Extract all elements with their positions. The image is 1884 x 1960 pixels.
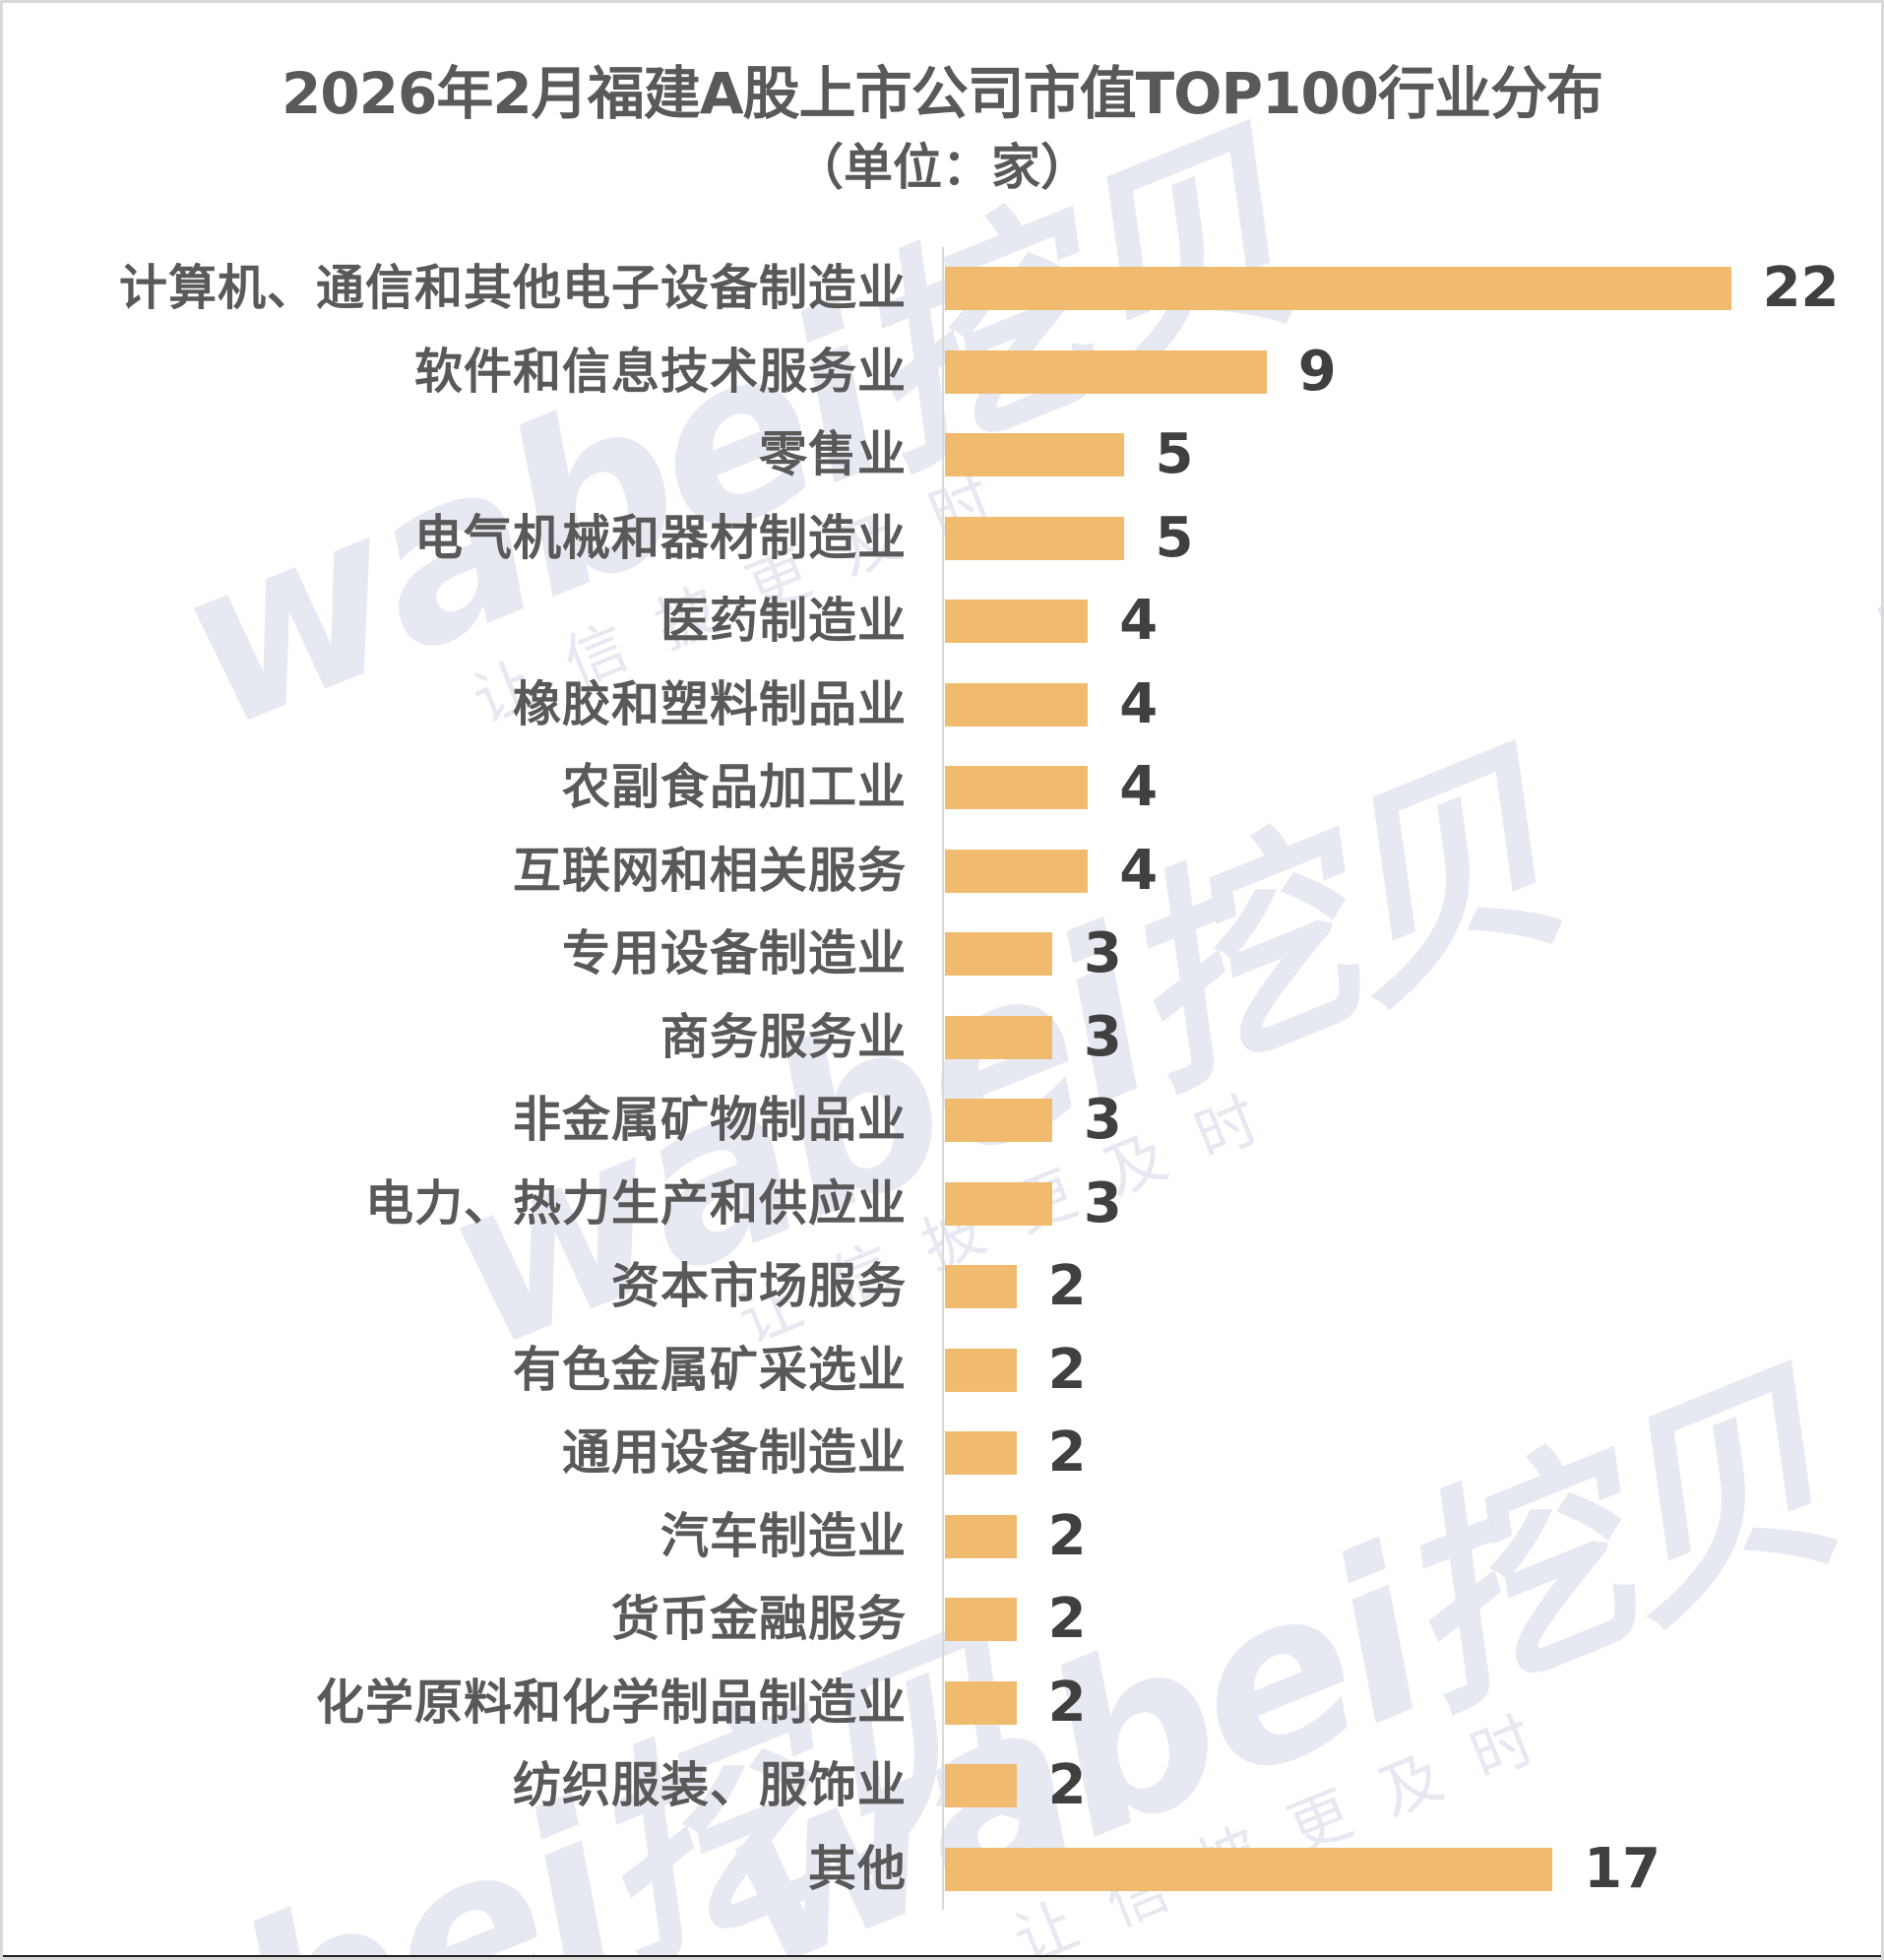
value-label: 4 <box>1119 755 1159 819</box>
category-label: 通用设备制造业 <box>561 1424 907 1481</box>
bar <box>945 766 1089 809</box>
bar-row: 汽车制造业 2 <box>3 1506 1881 1565</box>
value-label: 2 <box>1047 1753 1087 1817</box>
bar <box>945 600 1089 643</box>
bar <box>945 1514 1017 1558</box>
bar-row: 互联网和相关服务 4 <box>3 841 1881 900</box>
category-label: 软件和信息技术服务业 <box>413 343 907 400</box>
bar-row: 化学原料和化学制品制造业 2 <box>3 1673 1881 1732</box>
category-axis-line <box>942 247 944 1910</box>
category-label: 货币金融服务 <box>610 1591 907 1647</box>
category-label: 橡胶和塑料制品业 <box>512 675 907 732</box>
bar <box>945 1680 1017 1725</box>
category-label: 纺织服装、服饰业 <box>512 1757 907 1813</box>
bar-row: 纺织服装、服饰业 2 <box>3 1756 1881 1815</box>
value-label: 5 <box>1155 422 1194 486</box>
value-label: 2 <box>1047 1670 1087 1735</box>
bar <box>945 849 1089 893</box>
category-label: 商务服务业 <box>659 1008 907 1065</box>
bar-row: 商务服务业 3 <box>3 1007 1881 1066</box>
bar <box>945 516 1124 560</box>
bar-row: 电气机械和器材制造业 5 <box>3 508 1881 567</box>
value-label: 17 <box>1584 1836 1662 1901</box>
bar-row: 专用设备制造业 3 <box>3 924 1881 983</box>
value-label: 2 <box>1047 1254 1087 1318</box>
category-label: 资本市场服务 <box>610 1258 907 1314</box>
value-label: 4 <box>1119 838 1159 903</box>
value-label: 3 <box>1083 1170 1122 1235</box>
bar <box>945 433 1124 476</box>
value-label: 3 <box>1083 1004 1122 1069</box>
bar-row: 软件和信息技术服务业 9 <box>3 342 1881 401</box>
bar <box>945 1099 1052 1142</box>
value-label: 3 <box>1083 921 1122 985</box>
value-label: 5 <box>1155 505 1194 570</box>
bar <box>945 349 1267 394</box>
bar <box>945 1181 1052 1226</box>
bar <box>945 267 1731 310</box>
value-label: 22 <box>1762 256 1840 320</box>
category-label: 其他 <box>807 1840 907 1897</box>
category-label: 农副食品加工业 <box>561 759 907 815</box>
bar-row: 计算机、通信和其他电子设备制造业 22 <box>3 259 1881 318</box>
category-label: 化学原料和化学制品制造业 <box>315 1674 907 1731</box>
category-label: 汽车制造业 <box>659 1507 907 1564</box>
bar-row: 农副食品加工业 4 <box>3 758 1881 817</box>
bar <box>945 682 1089 727</box>
bar-row: 货币金融服务 2 <box>3 1590 1881 1649</box>
bottom-edge <box>3 1955 1881 1957</box>
bar <box>945 1764 1017 1807</box>
value-label: 4 <box>1119 589 1159 653</box>
bar-row: 电力、热力生产和供应业 3 <box>3 1173 1881 1233</box>
category-label: 专用设备制造业 <box>561 925 907 981</box>
value-label: 9 <box>1297 339 1337 404</box>
bar <box>945 1348 1017 1392</box>
value-label: 4 <box>1119 671 1159 736</box>
category-label: 互联网和相关服务 <box>512 842 907 899</box>
bar <box>945 1431 1017 1475</box>
bar <box>945 1847 1553 1891</box>
bar-row: 通用设备制造业 2 <box>3 1423 1881 1483</box>
value-label: 3 <box>1083 1088 1122 1152</box>
bar <box>945 932 1052 976</box>
category-label: 计算机、通信和其他电子设备制造业 <box>118 260 907 316</box>
chart-title: 2026年2月福建A股上市公司市值TOP100行业分布 <box>281 60 1603 127</box>
bar-row: 医药制造业 4 <box>3 592 1881 651</box>
bar-row: 零售业 5 <box>3 425 1881 484</box>
value-label: 2 <box>1047 1587 1087 1651</box>
bar <box>945 1598 1017 1641</box>
value-label: 2 <box>1047 1503 1087 1568</box>
bar-row: 非金属矿物制品业 3 <box>3 1091 1881 1150</box>
bar-row: 有色金属矿采选业 2 <box>3 1340 1881 1399</box>
category-label: 非金属矿物制品业 <box>512 1092 907 1148</box>
bar <box>945 1265 1017 1308</box>
bar-row: 其他 17 <box>3 1839 1881 1898</box>
bar-row: 资本市场服务 2 <box>3 1257 1881 1316</box>
value-label: 2 <box>1047 1421 1087 1485</box>
chart-subtitle: （单位：家） <box>794 139 1090 196</box>
bar-row: 橡胶和塑料制品业 4 <box>3 674 1881 733</box>
category-label: 电气机械和器材制造业 <box>413 509 907 566</box>
category-label: 有色金属矿采选业 <box>512 1341 907 1398</box>
category-label: 零售业 <box>758 426 907 482</box>
category-label: 电力、热力生产和供应业 <box>364 1174 907 1232</box>
bar <box>945 1015 1052 1059</box>
value-label: 2 <box>1047 1337 1087 1402</box>
category-label: 医药制造业 <box>659 593 907 649</box>
